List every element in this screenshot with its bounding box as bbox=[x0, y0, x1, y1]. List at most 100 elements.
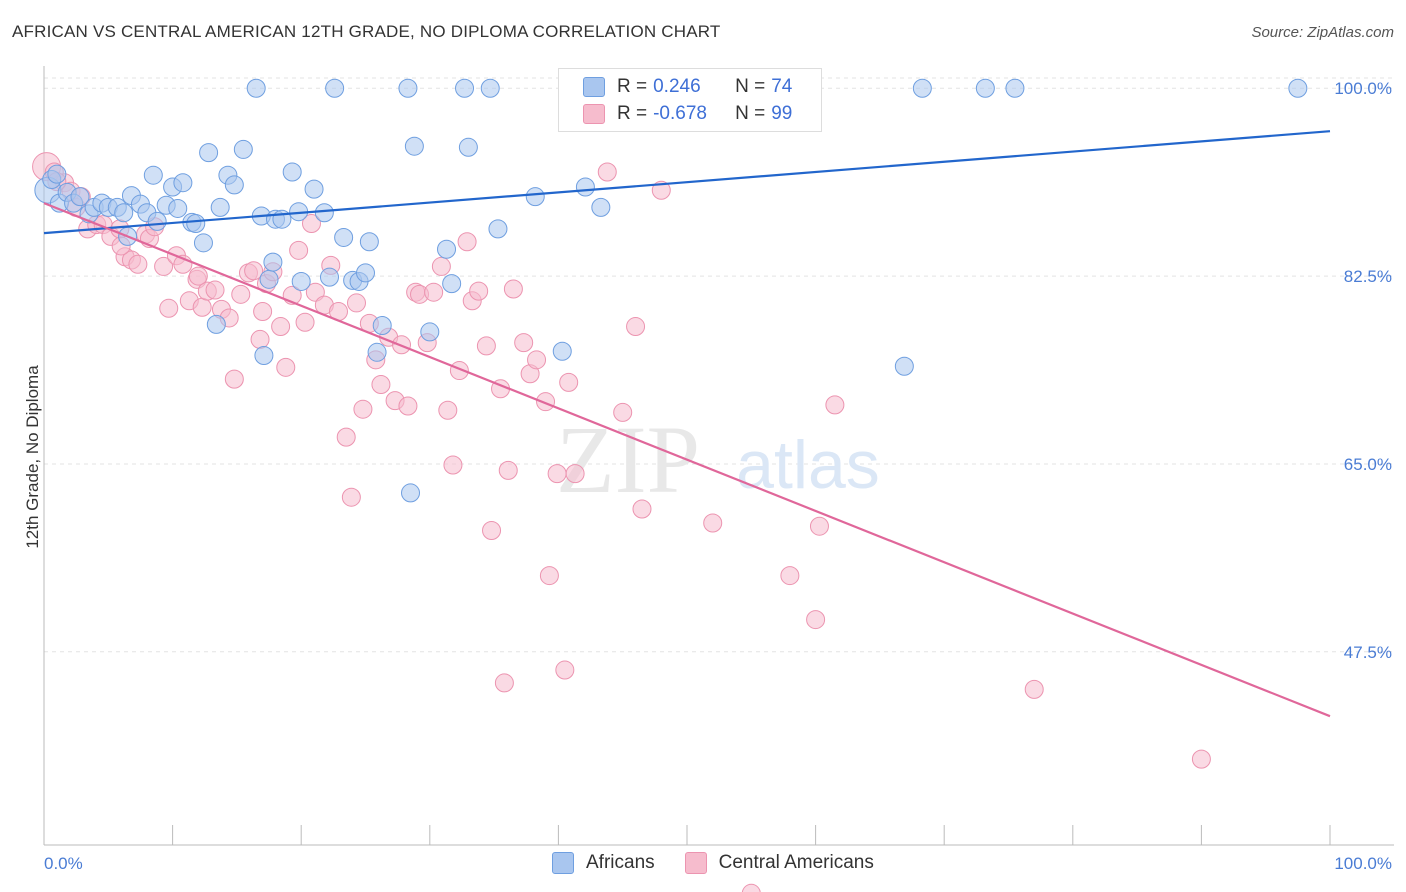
africans-point bbox=[199, 143, 219, 163]
africans-point bbox=[291, 271, 311, 291]
central-americans-point bbox=[457, 232, 477, 252]
africans-point bbox=[334, 227, 354, 247]
central-americans-point bbox=[503, 279, 523, 299]
africans-point bbox=[420, 322, 440, 342]
africans-point bbox=[458, 137, 478, 157]
y-tick-label: 47.5% bbox=[1344, 643, 1392, 662]
africans-point bbox=[356, 263, 375, 283]
watermark-zip: ZIP bbox=[556, 406, 700, 513]
legend-item-africans[interactable]: Africans bbox=[552, 852, 655, 874]
africans-point bbox=[314, 203, 334, 223]
africans-point bbox=[206, 314, 226, 334]
legend-item-central-americans[interactable]: Central Americans bbox=[684, 852, 874, 874]
central-americans-point bbox=[482, 520, 502, 540]
africans-point bbox=[325, 78, 345, 98]
africans-point bbox=[186, 213, 206, 233]
africans-point bbox=[114, 203, 134, 223]
legend-n-label: N = bbox=[735, 103, 766, 124]
y-axis-title: 12th Grade, No Diploma bbox=[23, 365, 42, 549]
africans-point bbox=[404, 136, 424, 156]
central-americans-point bbox=[341, 487, 361, 507]
central-americans-point bbox=[295, 312, 315, 332]
source-credit: Source: ZipAtlas.com bbox=[1251, 24, 1394, 41]
africans-point bbox=[525, 187, 545, 207]
central-americans-point bbox=[469, 281, 489, 301]
central-americans-point bbox=[271, 317, 291, 337]
central-americans-point bbox=[741, 883, 761, 892]
africans-point bbox=[70, 187, 90, 207]
africans-point bbox=[233, 139, 253, 159]
central-americans-point bbox=[336, 427, 356, 447]
central-americans-legend-swatch bbox=[684, 852, 707, 874]
central-americans-point bbox=[253, 302, 273, 322]
africans-legend-swatch bbox=[552, 852, 574, 874]
africans-point bbox=[193, 233, 213, 253]
africans-point bbox=[263, 252, 283, 272]
central-americans-point bbox=[353, 399, 373, 419]
legend-n-value: 99 bbox=[771, 103, 793, 124]
central-americans-point bbox=[305, 282, 325, 302]
africans-point bbox=[246, 78, 266, 98]
central-americans-point bbox=[438, 400, 458, 420]
central-americans-point bbox=[555, 660, 575, 680]
central-americans-point bbox=[825, 395, 845, 415]
central-americans-point bbox=[514, 333, 534, 353]
central-americans-points bbox=[32, 152, 1211, 892]
central-americans-point bbox=[559, 372, 579, 392]
legend-n-label: N = bbox=[735, 76, 766, 97]
central-americans-point bbox=[476, 336, 496, 356]
africans-point bbox=[488, 219, 508, 239]
central-americans-point bbox=[780, 566, 800, 586]
watermark: ZIP atlas bbox=[556, 406, 880, 513]
central-americans-point bbox=[539, 566, 559, 586]
x-tick-label: 0.0% bbox=[44, 854, 83, 873]
central-americans-point bbox=[424, 282, 444, 302]
central-americans-point bbox=[494, 673, 514, 693]
central-americans-point bbox=[651, 180, 671, 200]
africans-point bbox=[575, 177, 595, 197]
africans-points bbox=[34, 78, 1308, 503]
central-americans-point bbox=[632, 499, 652, 519]
africans-legend-label: Africans bbox=[586, 852, 655, 873]
chart-title: AFRICAN VS CENTRAL AMERICAN 12TH GRADE, … bbox=[12, 22, 721, 41]
legend-n-value: 74 bbox=[771, 76, 793, 97]
africans-swatch bbox=[583, 77, 605, 97]
central-americans-point bbox=[244, 261, 264, 281]
africans-point bbox=[442, 274, 462, 294]
central-americans-point bbox=[188, 266, 208, 286]
legend-r-label: R = bbox=[617, 103, 648, 124]
legend-row-africans: R = 0.246 N = 74 bbox=[583, 74, 792, 100]
y-tick-label: 65.0% bbox=[1344, 455, 1392, 474]
trend-lines bbox=[43, 130, 1331, 718]
central-americans-point bbox=[371, 375, 391, 395]
central-americans-point bbox=[1191, 749, 1211, 769]
central-americans-point bbox=[626, 317, 646, 337]
africans-trend-line bbox=[43, 130, 1331, 235]
central-americans-point bbox=[613, 402, 633, 422]
central-americans-point bbox=[1024, 679, 1044, 699]
africans-point bbox=[455, 78, 475, 98]
watermark-atlas: atlas bbox=[736, 427, 880, 503]
legend-row-central-americans: R = -0.678 N = 99 bbox=[583, 101, 792, 127]
correlation-legend: R = 0.246 N = 74 R = -0.678 N = 99 bbox=[558, 68, 822, 132]
central-americans-swatch bbox=[583, 104, 605, 124]
legend-r-label: R = bbox=[617, 76, 648, 97]
central-americans-point bbox=[231, 284, 251, 304]
africans-point bbox=[173, 173, 193, 193]
central-americans-point bbox=[597, 162, 617, 182]
central-americans-point bbox=[205, 280, 225, 300]
africans-point bbox=[359, 232, 379, 252]
africans-point bbox=[210, 197, 230, 217]
africans-point bbox=[398, 78, 418, 98]
central-americans-point bbox=[398, 396, 418, 416]
tick-labels: 47.5% 65.0% 82.5% 100.0% 0.0% 100.0% 12th Grad… bbox=[23, 79, 1392, 873]
africans-point bbox=[591, 197, 611, 217]
africans-point bbox=[259, 269, 279, 289]
africans-point bbox=[552, 341, 572, 361]
central-americans-point bbox=[431, 256, 451, 276]
africans-point bbox=[143, 165, 163, 185]
africans-point bbox=[975, 78, 995, 98]
central-americans-point bbox=[527, 350, 547, 370]
grid-lines bbox=[44, 77, 1394, 653]
